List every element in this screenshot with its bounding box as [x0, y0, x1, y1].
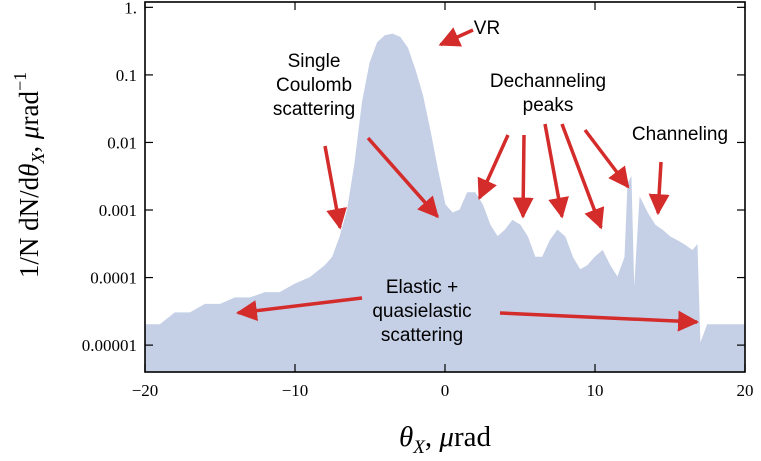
dechanneling-arrow	[512, 134, 534, 219]
axis-ticks: −20 −10 0 10 20 1. 0.1 0.01 0.001 0.0001 0.00001	[82, 0, 754, 400]
x-tick-label: 10	[587, 381, 604, 400]
dechanneling-label: Dechanneling	[490, 71, 606, 92]
distribution-area-0	[144, 33, 746, 373]
channeling-label: Channeling	[632, 124, 728, 145]
elastic-arrow	[499, 310, 700, 332]
x-axis-label: θX, μrad	[399, 421, 491, 458]
coulomb-label: Single	[288, 51, 341, 72]
vr-arrow	[438, 27, 474, 47]
y-tick-label: 0.01	[107, 133, 137, 152]
coulomb-label: scattering	[273, 99, 355, 120]
coulomb-arrow	[366, 136, 439, 219]
coulomb-label: Coulomb	[276, 75, 352, 96]
annotations: VR Single Coulomb scattering Dechanneling pea…	[235, 18, 728, 346]
x-tick-label: 0	[441, 381, 450, 400]
x-tick-label: −10	[282, 381, 309, 400]
channeling-arrow	[648, 161, 670, 216]
dechanneling-arrow	[560, 123, 605, 230]
dechanneling-arrow	[477, 134, 510, 201]
plot-area	[144, 33, 746, 373]
y-tick-label: 1.	[124, 0, 137, 17]
y-tick-label: 0.001	[99, 201, 137, 220]
elastic-label: Elastic +	[386, 277, 458, 298]
y-axis-label: 1/N dN/dθX, μrad−1	[10, 72, 48, 278]
y-tick-label: 0.1	[116, 66, 137, 85]
vr-label: VR	[474, 18, 500, 39]
x-tick-label: 20	[737, 381, 754, 400]
x-tick-label: −20	[132, 381, 159, 400]
dechanneling-arrow	[583, 128, 630, 189]
y-tick-label: 0.00001	[82, 336, 137, 355]
coulomb-arrow	[323, 145, 347, 230]
elastic-arrow	[235, 296, 363, 322]
elastic-label: scattering	[381, 325, 463, 346]
dechanneling-arrow	[543, 123, 569, 219]
elastic-label: quasielastic	[372, 301, 471, 322]
dechanneling-label: peaks	[523, 95, 574, 116]
y-tick-label: 0.0001	[90, 269, 137, 288]
